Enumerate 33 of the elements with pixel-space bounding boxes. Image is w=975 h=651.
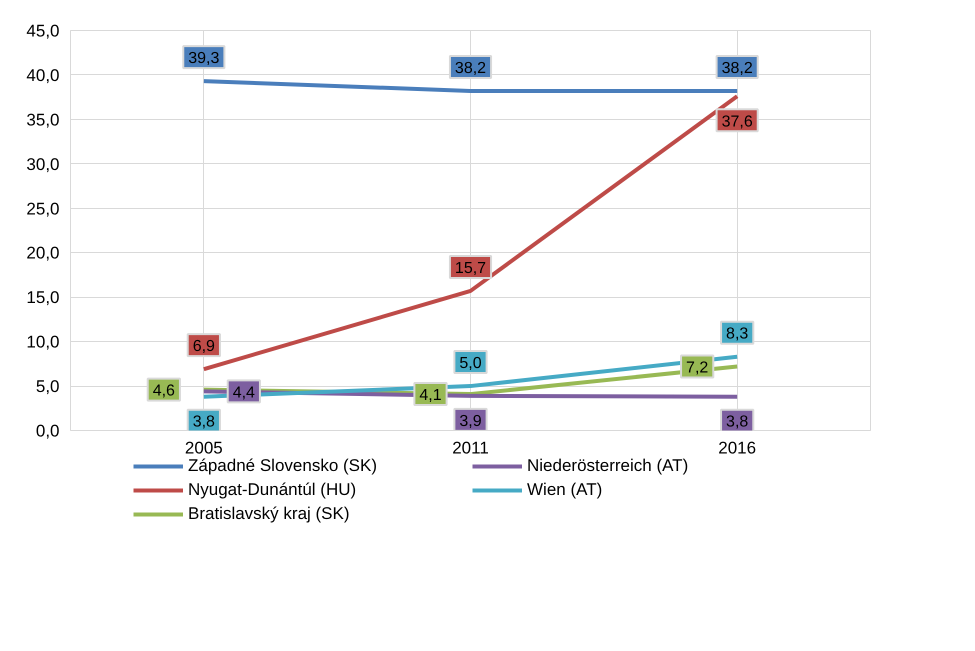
data-label: 8,3: [726, 326, 748, 343]
data-label: 38,2: [454, 60, 486, 77]
data-label: 4,6: [152, 382, 176, 400]
legend-label: Západné Slovensko (SK): [188, 456, 378, 476]
data-label: 5,0: [459, 355, 482, 372]
data-label: 3,9: [459, 412, 482, 430]
y-tick-label: 35,0: [26, 110, 60, 130]
legend-label: Wien (AT): [527, 480, 604, 500]
data-label: 3,8: [192, 414, 216, 431]
y-tick-label: 0,0: [36, 422, 60, 440]
y-tick-label: 10,0: [26, 332, 60, 352]
legend-label: Bratislavský kraj (SK): [188, 504, 351, 524]
data-label: 37,6: [722, 113, 753, 130]
data-label: 3,8: [726, 414, 748, 431]
data-label: 6,9: [192, 338, 216, 356]
data-label: 4,1: [419, 387, 442, 404]
data-label: 38,2: [722, 60, 753, 77]
data-label: 4,4: [232, 384, 256, 402]
x-tick-label: 2011: [452, 438, 489, 458]
y-tick-label: 25,0: [26, 199, 60, 218]
y-tick-label: 20,0: [26, 244, 60, 263]
legend-label: Nyugat-Dunántúl (HU): [188, 480, 358, 500]
y-tick-label: 45,0: [26, 22, 60, 40]
x-tick-label: 2016: [718, 438, 756, 458]
data-label: 7,2: [686, 360, 708, 376]
data-label: 39,3: [188, 50, 220, 68]
legend-label: Niederösterreich (AT): [527, 456, 690, 476]
y-tick-label: 15,0: [26, 288, 60, 308]
y-tick-label: 5,0: [36, 377, 60, 396]
x-tick-label: 2005: [184, 438, 223, 458]
y-tick-label: 30,0: [26, 154, 60, 174]
data-label: 15,7: [454, 260, 486, 277]
y-tick-label: 40,0: [26, 66, 60, 85]
